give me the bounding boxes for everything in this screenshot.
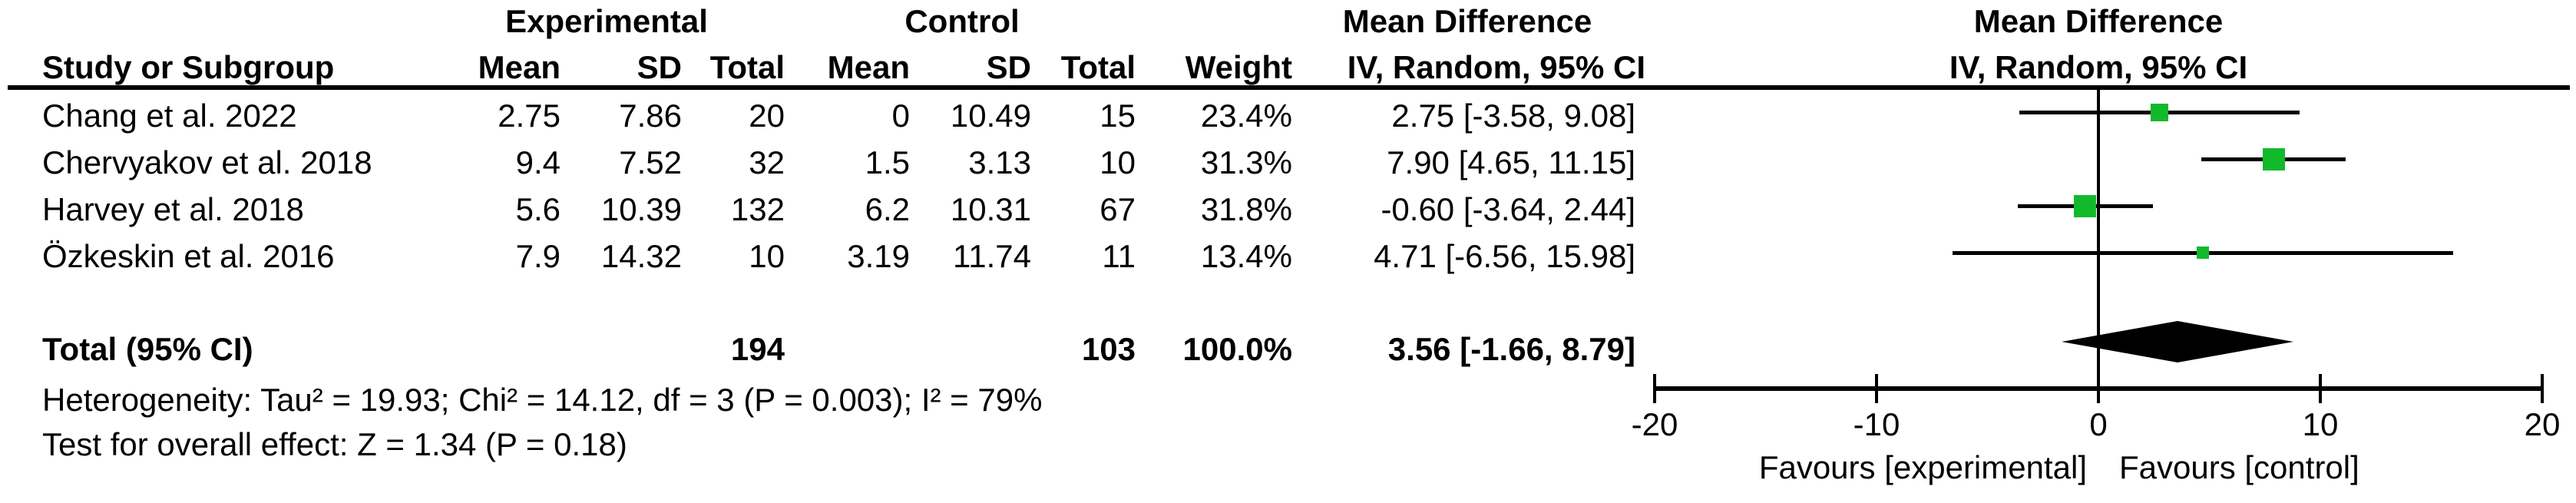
ci-text-value: 7.90 [4.65, 11.15] [1387, 144, 1635, 180]
ci-text-value: -0.60 [-3.64, 2.44] [1381, 191, 1635, 227]
favours-left-label: Favours [experimental] [1758, 449, 2087, 485]
ci-text-value: 2.75 [-3.58, 9.08] [1391, 98, 1635, 134]
column-header-ctl-mean: Mean [827, 49, 910, 85]
axis-tick-label: -20 [1631, 406, 1678, 442]
axis-tick [1653, 374, 1656, 403]
axis-tick [2319, 374, 2322, 403]
axis-tick-label: 20 [2524, 406, 2561, 442]
overall-effect-text: Test for overall effect: Z = 1.34 (P = 0… [42, 426, 627, 462]
study-row: Harvey et al. 2018 5.6 10.39 132 6.2 10.… [0, 190, 2576, 230]
column-header-ctl-total: Total [1060, 49, 1136, 85]
exp-mean-value: 7.9 [515, 238, 561, 274]
column-header-weight: Weight [1185, 49, 1292, 85]
study-name: Özkeskin et al. 2016 [42, 238, 335, 274]
ci-text-value: 4.71 [-6.56, 15.98] [1374, 238, 1635, 274]
ctl-mean-value: 6.2 [865, 191, 910, 227]
ctl-mean-value: 0 [891, 98, 910, 134]
weight-value: 23.4% [1200, 98, 1292, 134]
total-row: Total (95% CI) 194 103 100.0% 3.56 [-1.6… [0, 329, 2576, 369]
ctl-sd-value: 10.31 [950, 191, 1031, 227]
ctl-mean-value: 3.19 [847, 238, 910, 274]
column-header-exp-total: Total [709, 49, 785, 85]
axis-tick-label: 0 [2089, 406, 2108, 442]
column-header-ci-text: IV, Random, 95% CI [1347, 49, 1645, 85]
study-name: Chang et al. 2022 [42, 98, 297, 134]
study-row: Chang et al. 2022 2.75 7.86 20 0 10.49 1… [0, 96, 2576, 136]
overall-effect-row: Test for overall effect: Z = 1.34 (P = 0… [0, 425, 2576, 465]
weight-value: 31.3% [1200, 144, 1292, 180]
effect-square [2074, 194, 2097, 217]
exp-sd-value: 7.52 [619, 144, 682, 180]
total-ci-text: 3.56 [-1.66, 8.79] [1387, 331, 1635, 367]
exp-mean-value: 9.4 [515, 144, 561, 180]
exp-sd-value: 7.86 [619, 98, 682, 134]
column-header-study: Study or Subgroup [42, 49, 335, 85]
exp-mean-value: 5.6 [515, 191, 561, 227]
column-header-row: Study or Subgroup Mean SD Total Mean SD … [0, 48, 2576, 88]
study-name: Harvey et al. 2018 [42, 191, 304, 227]
ctl-mean-value: 1.5 [865, 144, 910, 180]
study-name: Chervyakov et al. 2018 [42, 144, 372, 180]
ctl-sd-value: 10.49 [950, 98, 1031, 134]
column-header-ctl-sd: SD [986, 49, 1031, 85]
group-header-experimental: Experimental [505, 3, 708, 39]
ctl-total-value: 67 [1100, 191, 1136, 227]
ctl-sd-value: 11.74 [953, 238, 1031, 274]
effect-square [2150, 103, 2168, 121]
axis-tick-label: -10 [1853, 406, 1900, 442]
ctl-total-value: 15 [1100, 98, 1136, 134]
zero-effect-line [2097, 90, 2100, 392]
axis-tick-label: 10 [2302, 406, 2339, 442]
heterogeneity-row: Heterogeneity: Tau² = 19.93; Chi² = 14.1… [0, 380, 2576, 420]
effect-square [2262, 147, 2285, 170]
group-header-mean-difference-left: Mean Difference [1342, 3, 1592, 39]
exp-sd-value: 10.39 [600, 191, 682, 227]
group-header-row: Experimental Control Mean Difference Mea… [0, 2, 2576, 41]
total-weight: 100.0% [1182, 331, 1292, 367]
group-header-control: Control [904, 3, 1020, 39]
effect-square [2197, 247, 2210, 259]
weight-value: 13.4% [1200, 238, 1292, 274]
exp-mean-value: 2.75 [498, 98, 561, 134]
ctl-sd-value: 3.13 [968, 144, 1031, 180]
column-header-exp-mean: Mean [478, 49, 561, 85]
total-ctl-n: 103 [1081, 331, 1136, 367]
exp-total-value: 132 [730, 191, 785, 227]
exp-total-value: 10 [749, 238, 785, 274]
exp-total-value: 20 [749, 98, 785, 134]
ctl-total-value: 11 [1102, 238, 1136, 274]
axis-tick [2541, 374, 2544, 403]
ctl-total-value: 10 [1100, 144, 1136, 180]
study-row: Özkeskin et al. 2016 7.9 14.32 10 3.19 1… [0, 237, 2576, 276]
exp-total-value: 32 [749, 144, 785, 180]
study-row: Chervyakov et al. 2018 9.4 7.52 32 1.5 3… [0, 143, 2576, 183]
exp-sd-value: 14.32 [600, 238, 682, 274]
weight-value: 31.8% [1200, 191, 1292, 227]
total-exp-n: 194 [730, 331, 785, 367]
total-label: Total (95% CI) [42, 331, 253, 367]
plot-header-ci: IV, Random, 95% CI [1949, 49, 2248, 85]
column-header-exp-sd: SD [637, 49, 682, 85]
favours-right-label: Favours [control] [2119, 449, 2359, 485]
heterogeneity-text: Heterogeneity: Tau² = 19.93; Chi² = 14.1… [42, 382, 1043, 418]
group-header-mean-difference-right: Mean Difference [1973, 3, 2224, 39]
axis-tick [2097, 374, 2100, 403]
axis-tick [1875, 374, 1878, 403]
header-underline [8, 85, 2570, 90]
